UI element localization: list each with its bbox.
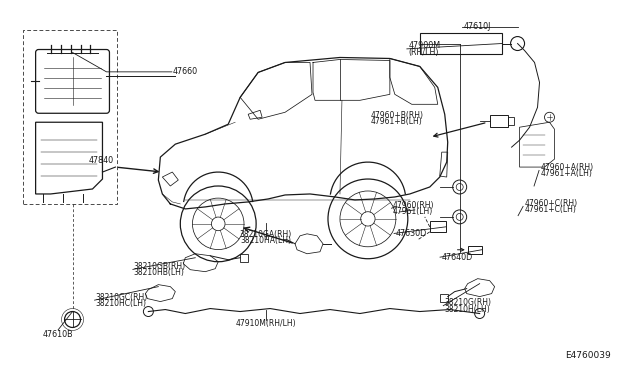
Text: 47960+B(RH): 47960+B(RH) (371, 111, 424, 120)
Text: 47960+A(RH): 47960+A(RH) (540, 163, 593, 172)
Bar (468, 246, 482, 254)
Text: 47961+B(LH): 47961+B(LH) (371, 118, 423, 126)
Text: 47840: 47840 (89, 156, 114, 165)
Text: 38210G(RH): 38210G(RH) (445, 298, 492, 307)
Text: 47610B: 47610B (43, 330, 74, 339)
Text: 38210GB(RH): 38210GB(RH) (134, 262, 186, 271)
Text: 47961+A(LH): 47961+A(LH) (540, 169, 592, 178)
Text: 47630D: 47630D (396, 229, 427, 238)
Text: 47660: 47660 (173, 67, 198, 76)
Text: 47900M: 47900M (408, 41, 440, 50)
Text: 47960+C(RH): 47960+C(RH) (524, 199, 577, 208)
Text: 38210H(LH): 38210H(LH) (445, 305, 490, 314)
Text: 38210GA(RH): 38210GA(RH) (239, 230, 292, 239)
Text: 38210HB(LH): 38210HB(LH) (134, 268, 184, 277)
Bar (508, 117, 513, 125)
Text: 47640D: 47640D (442, 253, 472, 262)
Bar (240, 254, 248, 262)
Text: 38210HC(LH): 38210HC(LH) (95, 299, 146, 308)
Bar (420, 33, 502, 54)
Text: 47960(RH): 47960(RH) (392, 201, 434, 210)
Text: E4760039: E4760039 (565, 351, 611, 360)
Text: 47910M(RH/LH): 47910M(RH/LH) (236, 320, 296, 328)
Bar (490, 115, 508, 127)
Text: 38210GC(RH): 38210GC(RH) (95, 293, 147, 302)
Bar (22, 30, 118, 204)
Text: 47610J: 47610J (464, 22, 491, 31)
Bar (430, 221, 445, 232)
Text: 47961(LH): 47961(LH) (392, 207, 433, 216)
Text: 47961+C(LH): 47961+C(LH) (524, 205, 576, 214)
Bar (440, 294, 448, 302)
Text: 38210HA(LH): 38210HA(LH) (240, 236, 291, 245)
Text: (RH/LH): (RH/LH) (408, 48, 438, 57)
